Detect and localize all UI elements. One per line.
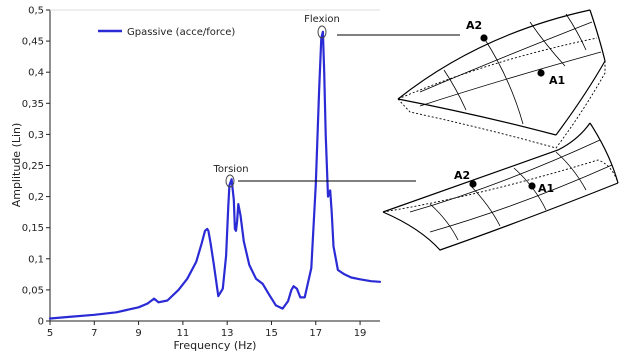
y-tick-label: 0	[38, 317, 44, 328]
torsion-point-a2	[469, 180, 477, 188]
torsion-peak-marker	[225, 174, 235, 188]
y-tick-label: 0,5	[28, 6, 44, 17]
y-tick-label: 0,35	[22, 99, 44, 110]
torsion-grid-cross-2	[469, 184, 501, 227]
flexion-grid-cross-4	[565, 13, 587, 51]
flexion-point-a1	[537, 69, 545, 77]
flexion-plate-underside	[397, 61, 606, 149]
y-tick-label: 0,2	[28, 192, 44, 203]
x-tick-label: 13	[221, 328, 234, 339]
x-tick-label: 17	[309, 328, 322, 339]
torsion-grid-long-1	[409, 139, 601, 213]
y-axis-title: Amplitude (Lin)	[10, 123, 23, 208]
y-tick-label: 0,25	[22, 161, 44, 172]
torsion-mode-diagram	[382, 122, 619, 251]
legend: Gpassive (acce/force)	[98, 27, 235, 38]
torsion-plate-hidden-edge	[382, 159, 619, 213]
flexion-grid-cross-2	[483, 37, 524, 125]
torsion-grid-cross-4	[555, 151, 587, 191]
torsion-grid-long-2	[429, 164, 613, 233]
flexion-grid-long-1	[419, 21, 593, 93]
series-line-gpassive	[48, 30, 382, 320]
y-tick-label: 0,05	[22, 285, 44, 296]
flexion-grid-long-2	[419, 51, 602, 107]
torsion-grid-cross-1	[429, 203, 459, 241]
y-tick-label: 0,4	[28, 68, 44, 79]
x-tick-label: 9	[135, 328, 141, 339]
flexion-grid-cross-1	[443, 69, 467, 111]
y-ticks: 0 0,05 0,1 0,15 0,2 0,25 0,3 0,35 0,4 0,45 0,5	[22, 6, 50, 328]
flexion-plate-top-edge	[397, 9, 591, 100]
legend-label: Gpassive (acce/force)	[127, 27, 235, 38]
x-ticks: 5 7 9 11 13 15 17 19	[47, 321, 367, 339]
flexion-plate-right-edge	[555, 9, 606, 136]
annotation-flexion: Flexion	[304, 14, 460, 39]
flexion-mode-diagram	[397, 9, 606, 149]
flexion-label-a2: A2	[466, 19, 482, 32]
flexion-plate-centerline	[397, 37, 598, 100]
flexion-label-a1: A1	[549, 74, 565, 87]
flexion-grid-cross-3	[529, 21, 566, 67]
x-tick-label: 11	[177, 328, 190, 339]
torsion-plate-back-edge	[382, 122, 591, 213]
flexion-peak-marker	[317, 25, 327, 39]
x-tick-label: 5	[47, 328, 53, 339]
flexion-point-a2	[480, 34, 488, 42]
flexion-plate-front-edge	[397, 98, 557, 136]
y-tick-label: 0,15	[22, 223, 44, 234]
y-tick-label: 0,45	[22, 37, 44, 48]
torsion-point-a1	[528, 182, 536, 190]
x-tick-label: 15	[265, 328, 278, 339]
torsion-plate-front-edge	[382, 182, 619, 251]
torsion-label-a2: A2	[454, 169, 470, 182]
x-tick-label: 19	[354, 328, 367, 339]
x-tick-label: 7	[91, 328, 97, 339]
annotation-torsion: Torsion	[212, 164, 416, 188]
x-axis-title: Frequency (Hz)	[174, 339, 257, 352]
torsion-label-a1: A1	[538, 182, 554, 195]
torsion-plate-right-edge	[589, 122, 619, 184]
y-tick-label: 0,3	[28, 130, 44, 141]
annotation-flexion-label: Flexion	[304, 14, 340, 25]
annotation-torsion-label: Torsion	[212, 164, 248, 175]
y-tick-label: 0,1	[28, 254, 44, 265]
